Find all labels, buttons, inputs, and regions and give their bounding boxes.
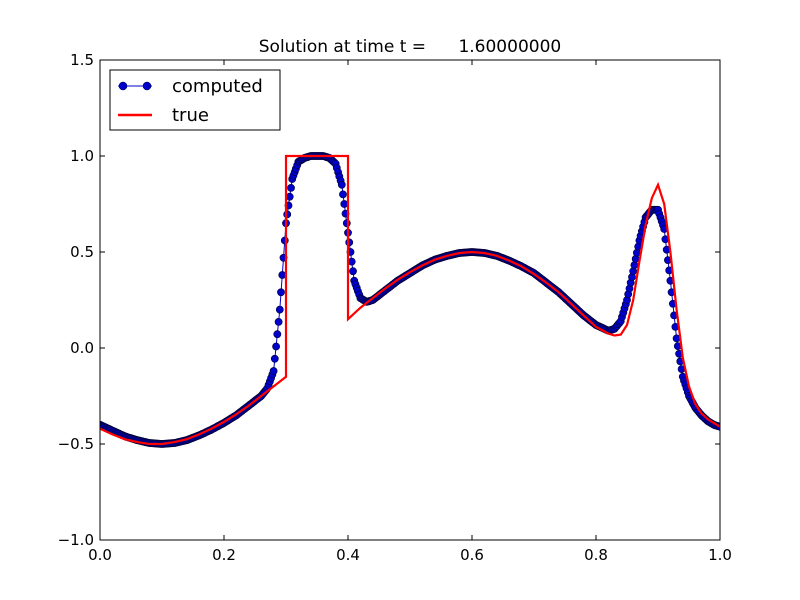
y-tick-label: 0.5 [70,243,94,261]
computed-point [339,190,347,199]
computed-point [285,192,294,201]
computed-point [283,210,292,219]
computed-point [287,183,295,192]
legend-computed-marker [142,81,152,91]
computed-point [273,330,282,339]
x-tick-label: 0.6 [460,546,484,564]
computed-point [340,200,349,208]
x-tick-label: 0.8 [584,546,608,564]
legend-box [109,69,281,131]
legend-label-computed: computed [172,76,263,97]
computed-point [280,236,289,245]
computed-point [349,267,357,276]
plot-frame [99,59,721,541]
y-tick-label: 1.5 [70,51,94,69]
computed-point [269,367,278,375]
x-tick-label: 0.4 [336,546,360,564]
legend-computed-marker [118,81,128,91]
y-tick-label: −0.5 [58,435,94,453]
legend-label-true: true [172,105,209,126]
computed-point [274,317,283,326]
computed-point [342,219,351,228]
x-tick-label: 1.0 [708,546,732,564]
computed-point [345,238,354,247]
computed-point [347,257,356,266]
chart-title: Solution at time t = 1.60000000 [259,37,561,57]
y-tick-label: 0.0 [70,339,94,357]
computed-point [270,354,279,363]
computed-point [272,342,280,351]
y-tick-label: 1.0 [70,147,94,165]
x-tick-label: 0.0 [88,546,112,564]
series-true-line [100,154,720,446]
legend: computed true [109,69,281,131]
computed-point [278,271,287,279]
computed-point [275,305,284,314]
y-tick-label: −1.0 [58,531,94,549]
computed-point [277,288,285,297]
x-tick-label: 0.2 [212,546,236,564]
computed-point [337,180,346,189]
